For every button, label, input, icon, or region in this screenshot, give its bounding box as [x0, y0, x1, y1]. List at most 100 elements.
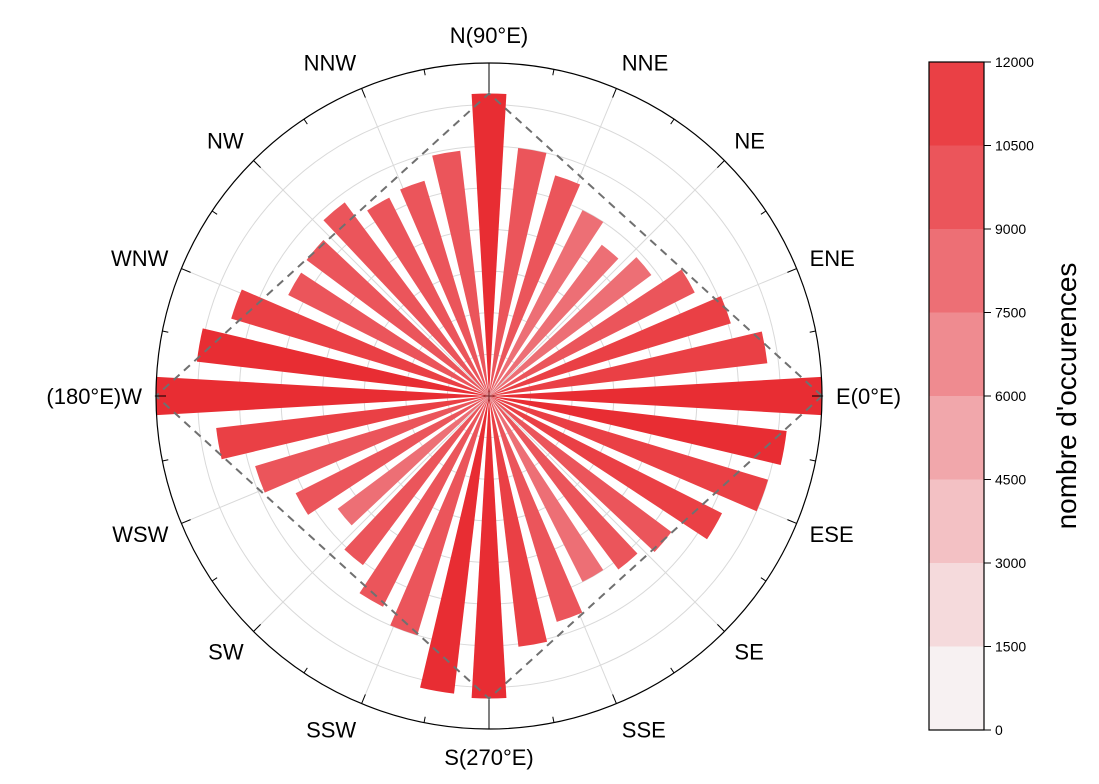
bar-290	[489, 396, 583, 622]
direction-label: N(90°E)	[450, 23, 528, 48]
outer-tick	[361, 694, 366, 704]
outer-tick	[670, 118, 675, 125]
bar-220	[337, 396, 489, 526]
colorbar-tick-label: 0	[995, 722, 1003, 738]
bar-240	[359, 396, 489, 607]
bar-150	[288, 272, 489, 396]
grid-spoke	[253, 160, 490, 397]
colorbar-tick-label: 12000	[995, 54, 1034, 70]
bar-0	[489, 376, 823, 416]
outer-tick	[162, 459, 169, 462]
colorbar-segment	[929, 62, 984, 146]
bar-270	[471, 396, 507, 699]
outer-tick	[423, 716, 426, 723]
outer-tick	[211, 577, 218, 582]
bar-340	[489, 396, 769, 512]
outer-tick	[552, 69, 555, 76]
colorbar-title: nombre d'occurences	[1051, 263, 1082, 530]
colorbar-tick-label: 4500	[995, 472, 1026, 488]
bar-310	[489, 396, 638, 570]
outer-ticks	[156, 63, 822, 729]
bar-170	[196, 328, 490, 396]
outer-tick	[162, 330, 169, 333]
bar-30	[489, 269, 695, 396]
colorbar-tick-label: 9000	[995, 221, 1026, 237]
bar-140	[306, 239, 489, 396]
outer-tick	[253, 160, 261, 168]
outer-tick	[303, 667, 308, 674]
direction-label: WSW	[112, 522, 168, 547]
colorbar-tick-label: 10500	[995, 138, 1034, 154]
bar-160	[231, 289, 489, 396]
direction-label: NW	[207, 129, 244, 154]
bar-40	[489, 257, 652, 396]
outer-tick	[612, 88, 617, 98]
bar-60	[489, 210, 604, 396]
bar-90	[471, 93, 507, 397]
colorbar-tick-label: 6000	[995, 388, 1026, 404]
colorbar-segment	[929, 646, 984, 730]
outer-tick	[670, 667, 675, 674]
outer-tick	[303, 118, 308, 125]
colorbar-segment	[929, 396, 984, 480]
outer-tick	[211, 210, 218, 215]
outer-tick	[809, 330, 816, 333]
bar-190	[216, 396, 489, 460]
outer-tick	[253, 624, 261, 632]
bar-130	[323, 202, 489, 396]
bar-300	[489, 396, 604, 582]
outer-tick	[181, 519, 191, 524]
bar-180	[155, 376, 489, 416]
bar-330	[489, 396, 723, 540]
grid-spoke	[253, 395, 490, 632]
outer-tick	[809, 459, 816, 462]
direction-label: SE	[734, 639, 763, 664]
direction-label: S(270°E)	[444, 745, 534, 770]
polar-bars	[155, 93, 823, 699]
bar-80	[489, 147, 547, 396]
colorbar-segment	[929, 145, 984, 229]
bar-110	[400, 180, 489, 396]
direction-label: SSW	[306, 718, 356, 743]
outer-tick	[760, 210, 767, 215]
outer-tick	[787, 519, 797, 524]
bar-50	[489, 244, 619, 396]
direction-label: NNE	[622, 51, 668, 76]
outer-tick	[612, 694, 617, 704]
colorbar: 0 1500 3000 4500 6000 7500 9000 10500 12000	[928, 54, 1034, 738]
direction-label: SSE	[622, 718, 666, 743]
direction-label: NNW	[304, 51, 357, 76]
bar-10	[489, 331, 768, 396]
direction-label: ESE	[810, 522, 854, 547]
bar-230	[344, 396, 489, 566]
colorbar-segment	[929, 312, 984, 396]
outer-tick	[717, 624, 725, 632]
outer-tick	[423, 69, 426, 76]
outer-tick	[787, 268, 797, 273]
direction-label: WNW	[111, 246, 169, 271]
bar-250	[390, 396, 489, 636]
direction-label: NE	[734, 129, 765, 154]
bar-260	[420, 396, 489, 694]
bar-320	[489, 396, 672, 553]
colorbar-segment	[929, 563, 984, 647]
colorbar-segment	[929, 229, 984, 313]
bar-100	[432, 150, 489, 396]
direction-label: E(0°E)	[836, 384, 901, 409]
bar-200	[255, 396, 489, 493]
outer-tick	[361, 88, 366, 98]
bar-280	[489, 396, 548, 647]
direction-label: (180°E)W	[46, 384, 142, 409]
outer-tick	[760, 577, 767, 582]
grid-spoke	[488, 395, 725, 632]
direction-label: ENE	[810, 246, 855, 271]
colorbar-tick-label: 3000	[995, 555, 1026, 571]
colorbar-tick-label: 7500	[995, 305, 1026, 321]
bar-350	[489, 396, 787, 465]
colorbar-tick-label: 1500	[995, 639, 1026, 655]
outer-tick	[552, 716, 555, 723]
direction-labels: E(0°E) ENE NE NNE N(90°E) NNW NW WNW (180°E)W WSW…	[46, 23, 901, 770]
outer-tick	[181, 268, 191, 273]
